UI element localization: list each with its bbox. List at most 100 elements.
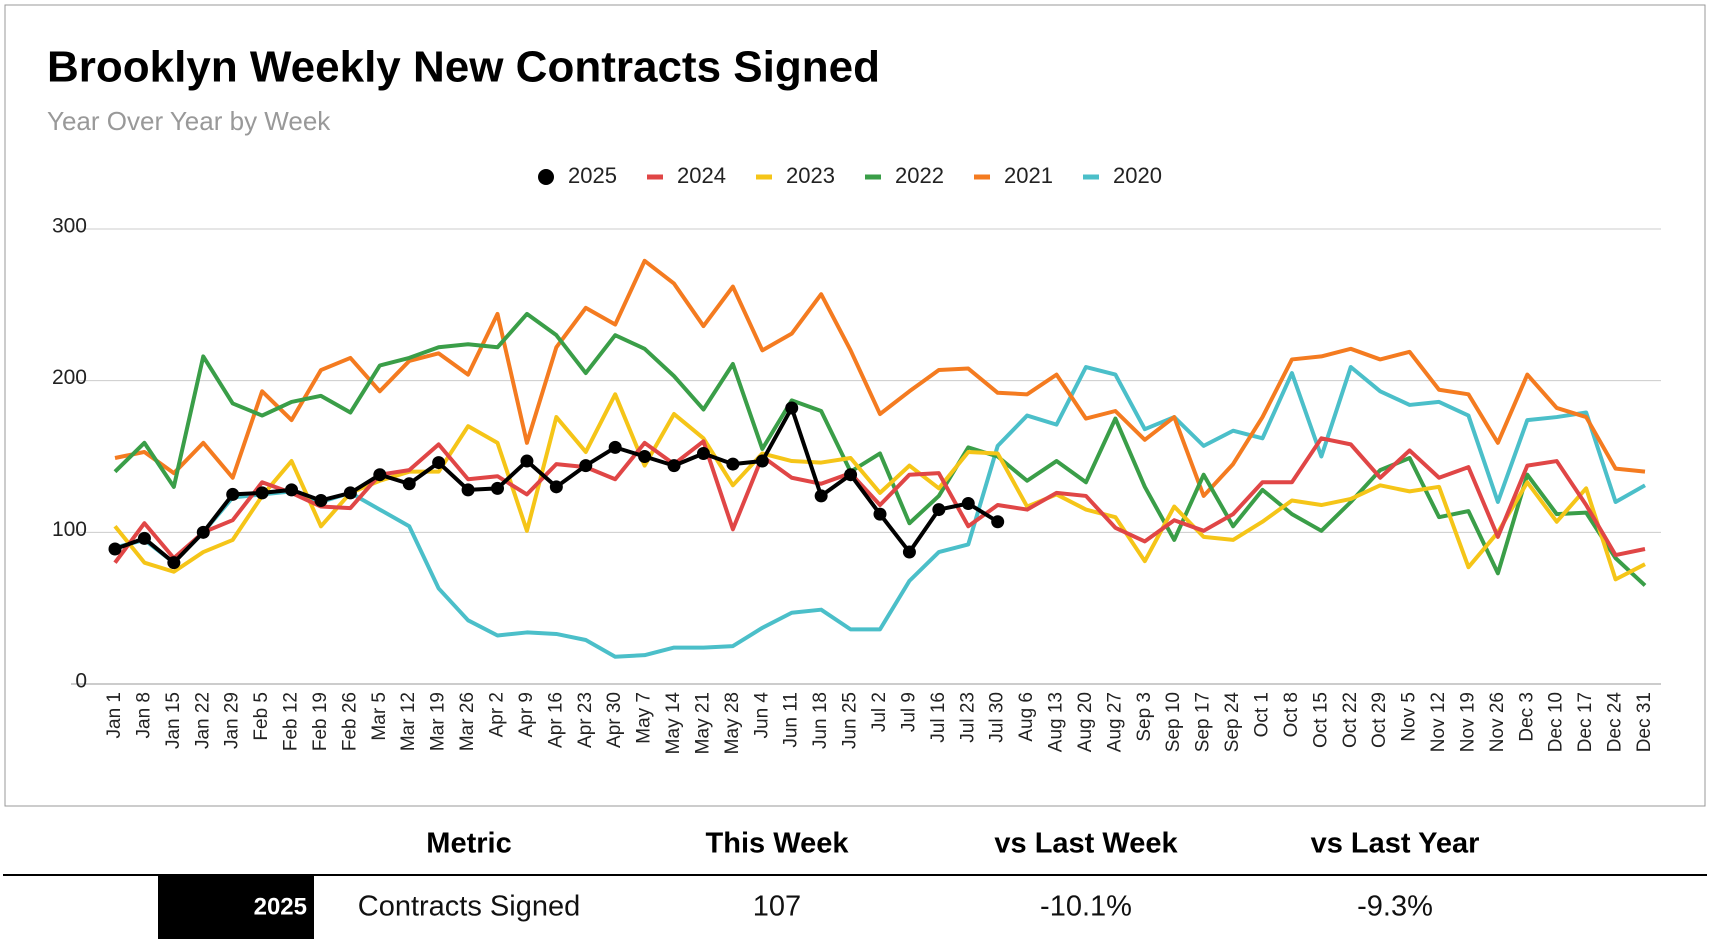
point — [579, 459, 593, 473]
point — [814, 489, 828, 503]
x-tick-label: Apr 16 — [545, 692, 566, 748]
point — [137, 531, 151, 545]
legend-label: 2024 — [677, 163, 726, 188]
point — [402, 477, 416, 491]
point — [961, 497, 975, 511]
point — [873, 507, 887, 521]
point — [226, 487, 240, 501]
point — [520, 454, 534, 468]
x-tick-label: Feb 19 — [310, 692, 331, 751]
point — [167, 556, 181, 570]
x-tick-label: Dec 3 — [1516, 692, 1537, 742]
x-tick-label: Aug 27 — [1104, 692, 1125, 752]
x-tick-label: Jul 9 — [898, 692, 919, 732]
point — [608, 440, 622, 454]
table-cell: -10.1% — [1040, 891, 1132, 923]
x-tick-label: Oct 29 — [1369, 692, 1390, 748]
table-cell: 107 — [753, 891, 801, 923]
table-header: Metric — [426, 828, 511, 860]
x-tick-label: Sep 10 — [1163, 692, 1184, 752]
y-tick-label: 200 — [52, 366, 87, 389]
x-tick-label: Feb 5 — [251, 692, 272, 741]
x-tick-label: Apr 30 — [604, 692, 625, 748]
x-tick-label: Oct 22 — [1340, 692, 1361, 748]
chart-title: Brooklyn Weekly New Contracts Signed — [47, 43, 880, 92]
series-line — [114, 365, 1646, 659]
table-header: This Week — [706, 828, 850, 860]
point — [461, 483, 475, 497]
point — [255, 486, 269, 500]
x-tick-label: Jun 18 — [810, 692, 831, 749]
x-tick-label: Sep 17 — [1193, 692, 1214, 752]
x-tick-label: May 28 — [722, 692, 743, 754]
year-cell — [158, 876, 314, 939]
legend-label: 2023 — [786, 163, 835, 188]
x-tick-label: May 21 — [692, 692, 713, 754]
x-tick-label: Aug 13 — [1046, 692, 1067, 752]
x-tick-label: Apr 9 — [516, 692, 537, 737]
x-tick-label: Sep 24 — [1222, 692, 1243, 753]
table-cell: -9.3% — [1357, 891, 1433, 923]
x-tick-label: Oct 1 — [1252, 692, 1273, 737]
x-tick-label: Nov 5 — [1399, 692, 1420, 742]
x-tick-label: Jul 2 — [869, 692, 890, 732]
point — [373, 468, 387, 482]
x-tick-label: Apr 23 — [575, 692, 596, 748]
legend-label: 2025 — [568, 163, 617, 188]
point — [755, 454, 769, 468]
x-tick-label: Dec 17 — [1575, 692, 1596, 752]
point — [196, 525, 210, 539]
x-tick-label: Nov 26 — [1487, 692, 1508, 752]
x-tick-label: Oct 8 — [1281, 692, 1302, 737]
point — [108, 542, 122, 556]
point — [696, 446, 710, 460]
point — [549, 480, 563, 494]
x-tick-label: Jun 11 — [781, 692, 802, 748]
point — [667, 459, 681, 473]
chart-subtitle: Year Over Year by Week — [47, 106, 331, 136]
point — [491, 481, 504, 495]
x-tick-label: Jul 30 — [987, 692, 1008, 743]
x-tick-label: Mar 5 — [369, 692, 390, 741]
point — [314, 493, 328, 507]
x-tick-label: May 14 — [663, 692, 684, 755]
legend-label: 2020 — [1113, 163, 1162, 188]
point — [932, 503, 946, 517]
x-tick-label: Dec 31 — [1634, 692, 1655, 752]
point — [991, 515, 1005, 529]
x-tick-label: Aug 6 — [1016, 692, 1037, 742]
x-tick-label: Sep 3 — [1134, 692, 1155, 742]
x-tick-label: Dec 10 — [1546, 692, 1567, 752]
x-tick-label: Aug 20 — [1075, 692, 1096, 752]
table-cell: Contracts Signed — [358, 891, 580, 923]
x-tick-label: Jul 23 — [957, 692, 978, 743]
table-header: vs Last Year — [1311, 828, 1480, 860]
x-tick-label: May 7 — [634, 692, 655, 744]
x-tick-label: Oct 15 — [1310, 692, 1331, 748]
x-tick-label: Feb 26 — [339, 692, 360, 751]
legend-label: 2022 — [895, 163, 944, 188]
point — [432, 456, 446, 470]
point — [844, 468, 858, 482]
x-tick-label: Jan 1 — [104, 692, 125, 738]
legend-marker — [538, 169, 554, 185]
x-tick-label: Mar 26 — [457, 692, 478, 751]
x-tick-label: Jan 22 — [192, 692, 213, 749]
point — [785, 401, 799, 415]
legend-label: 2021 — [1004, 163, 1053, 188]
y-tick-label: 100 — [52, 518, 87, 541]
point — [638, 450, 652, 463]
x-tick-label: Apr 2 — [487, 692, 508, 737]
x-tick-label: Jan 15 — [163, 692, 184, 749]
y-tick-label: 300 — [52, 215, 87, 238]
x-tick-label: Mar 12 — [398, 692, 419, 751]
table-header: vs Last Week — [994, 828, 1178, 860]
series-line — [113, 436, 1646, 564]
x-tick-label: Dec 24 — [1605, 692, 1626, 753]
x-tick-label: Jan 29 — [222, 692, 243, 749]
x-tick-label: Jun 4 — [751, 692, 772, 739]
year-label: 2025 — [254, 893, 307, 920]
x-tick-label: Jan 8 — [133, 692, 154, 738]
